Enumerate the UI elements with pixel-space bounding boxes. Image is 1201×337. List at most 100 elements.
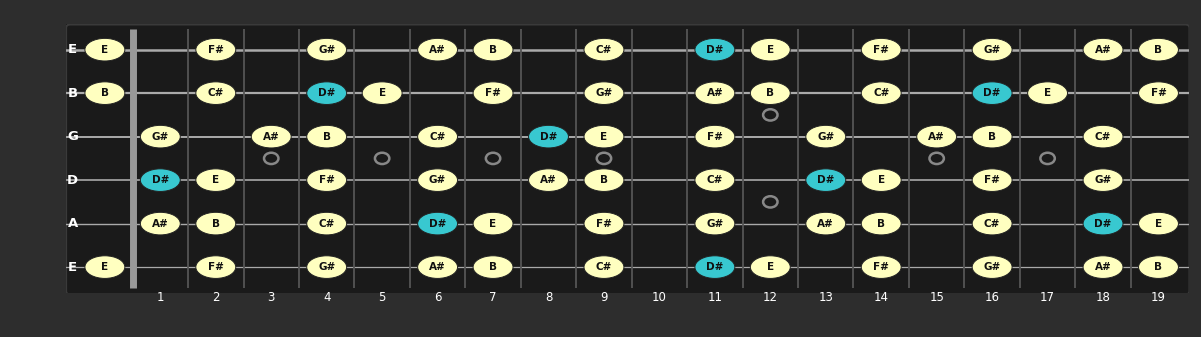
Text: D#: D# (429, 219, 447, 228)
Text: 19: 19 (1151, 292, 1166, 304)
Text: 12: 12 (763, 292, 778, 304)
Text: A#: A# (153, 219, 168, 228)
Ellipse shape (306, 169, 347, 191)
Text: B: B (211, 219, 220, 228)
Text: E: E (213, 175, 220, 185)
Ellipse shape (418, 169, 458, 191)
Ellipse shape (695, 169, 735, 191)
Text: G#: G# (151, 132, 169, 142)
Ellipse shape (85, 38, 125, 61)
Text: F#: F# (596, 219, 611, 228)
Text: A#: A# (1094, 45, 1111, 55)
Text: G#: G# (984, 262, 1000, 272)
Text: D#: D# (151, 175, 169, 185)
Ellipse shape (972, 38, 1012, 61)
Text: C#: C# (706, 175, 723, 185)
Text: F#: F# (1151, 88, 1166, 98)
Text: F#: F# (707, 132, 723, 142)
Ellipse shape (861, 212, 901, 235)
Text: E: E (68, 261, 77, 274)
Text: E: E (68, 43, 77, 56)
Ellipse shape (1139, 256, 1178, 278)
Text: F#: F# (873, 262, 889, 272)
Text: F#: F# (873, 45, 889, 55)
Ellipse shape (806, 125, 846, 148)
Ellipse shape (363, 82, 402, 104)
Text: E: E (101, 45, 108, 55)
Ellipse shape (85, 256, 125, 278)
Text: B: B (1154, 262, 1163, 272)
Text: D#: D# (539, 132, 557, 142)
Text: A#: A# (540, 175, 557, 185)
Text: A#: A# (263, 132, 280, 142)
Text: A#: A# (818, 219, 835, 228)
Ellipse shape (1083, 169, 1123, 191)
Ellipse shape (141, 169, 180, 191)
Text: 9: 9 (600, 292, 608, 304)
Ellipse shape (861, 169, 901, 191)
Text: 13: 13 (818, 292, 833, 304)
Text: C#: C# (208, 88, 223, 98)
Ellipse shape (306, 212, 347, 235)
Text: B: B (67, 87, 78, 100)
Ellipse shape (916, 125, 957, 148)
Text: 6: 6 (434, 292, 441, 304)
Ellipse shape (306, 38, 347, 61)
Ellipse shape (1083, 212, 1123, 235)
Text: 15: 15 (930, 292, 944, 304)
Text: C#: C# (430, 132, 446, 142)
Ellipse shape (861, 256, 901, 278)
Text: B: B (489, 45, 497, 55)
Text: E: E (600, 132, 608, 142)
Ellipse shape (196, 212, 235, 235)
Ellipse shape (141, 212, 180, 235)
Ellipse shape (528, 169, 568, 191)
Ellipse shape (751, 38, 790, 61)
Ellipse shape (1139, 38, 1178, 61)
Text: E: E (1155, 219, 1163, 228)
Ellipse shape (584, 256, 623, 278)
Ellipse shape (861, 82, 901, 104)
Text: B: B (323, 132, 330, 142)
Ellipse shape (751, 82, 790, 104)
Text: G#: G# (318, 262, 335, 272)
Text: F#: F# (485, 88, 501, 98)
FancyBboxPatch shape (66, 25, 1189, 295)
Text: C#: C# (1095, 132, 1111, 142)
Ellipse shape (196, 38, 235, 61)
Ellipse shape (695, 82, 735, 104)
Ellipse shape (85, 82, 125, 104)
Text: 3: 3 (268, 292, 275, 304)
Ellipse shape (695, 212, 735, 235)
Text: E: E (766, 262, 773, 272)
Text: 17: 17 (1040, 292, 1056, 304)
Ellipse shape (972, 169, 1012, 191)
Text: B: B (1154, 45, 1163, 55)
Text: 5: 5 (378, 292, 386, 304)
Ellipse shape (584, 82, 623, 104)
Text: A#: A# (1094, 262, 1111, 272)
Text: F#: F# (208, 45, 223, 55)
Text: A#: A# (429, 45, 446, 55)
Text: G#: G# (596, 88, 613, 98)
Text: 1: 1 (156, 292, 165, 304)
Ellipse shape (806, 212, 846, 235)
Text: B: B (766, 88, 775, 98)
Text: D#: D# (706, 262, 723, 272)
Ellipse shape (306, 256, 347, 278)
Text: C#: C# (596, 45, 613, 55)
Text: A#: A# (429, 262, 446, 272)
Ellipse shape (751, 256, 790, 278)
Ellipse shape (1139, 212, 1178, 235)
Text: 18: 18 (1095, 292, 1111, 304)
Text: E: E (490, 219, 496, 228)
Text: D#: D# (1094, 219, 1112, 228)
Ellipse shape (1139, 82, 1178, 104)
Text: 14: 14 (873, 292, 889, 304)
Text: 11: 11 (707, 292, 722, 304)
Ellipse shape (418, 38, 458, 61)
Ellipse shape (1083, 125, 1123, 148)
Ellipse shape (196, 82, 235, 104)
Text: G#: G# (318, 45, 335, 55)
Text: E: E (878, 175, 885, 185)
